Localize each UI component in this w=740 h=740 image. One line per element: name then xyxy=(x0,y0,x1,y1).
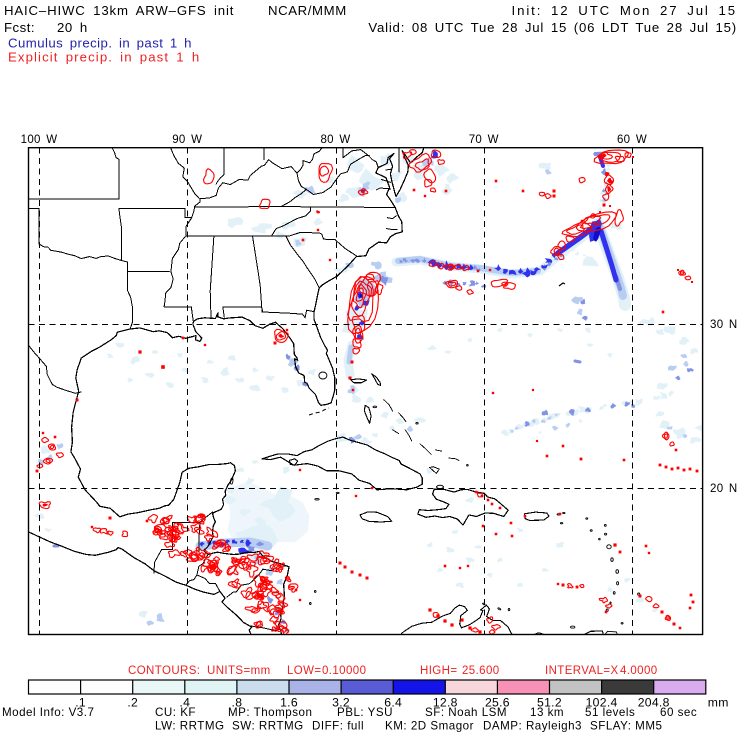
svg-text:4.0000: 4.0000 xyxy=(620,665,658,677)
svg-text:.8: .8 xyxy=(232,696,243,710)
svg-text:NCAR/MMM: NCAR/MMM xyxy=(268,3,347,18)
svg-text:Init: 12 UTC Mon 27 Jul 15: Init: 12 UTC Mon 27 Jul 15 xyxy=(512,3,737,18)
svg-text:CU: KF: CU: KF xyxy=(155,706,196,719)
svg-text:UNITS=mm: UNITS=mm xyxy=(207,665,271,677)
svg-text:80 W: 80 W xyxy=(320,134,350,146)
svg-text:30 N: 30 N xyxy=(710,319,738,331)
svg-text:70 W: 70 W xyxy=(469,134,499,146)
svg-text:LOW=: LOW= xyxy=(287,665,322,677)
svg-text:Model Info: V3.7: Model Info: V3.7 xyxy=(2,706,94,719)
svg-text:3.2: 3.2 xyxy=(332,696,350,710)
svg-text:DAMP: Rayleigh3: DAMP: Rayleigh3 xyxy=(483,720,582,733)
svg-text:20 h: 20 h xyxy=(57,20,88,35)
svg-text:.1: .1 xyxy=(75,696,86,710)
svg-text:102.4: 102.4 xyxy=(586,696,618,710)
svg-text:51 levels: 51 levels xyxy=(585,706,635,719)
svg-text:.4: .4 xyxy=(179,696,190,710)
svg-text:1.6: 1.6 xyxy=(280,696,298,710)
svg-text:MP: Thompson: MP: Thompson xyxy=(228,706,312,719)
svg-text:Cumulus precip. in past 1 h: Cumulus precip. in past 1 h xyxy=(8,36,192,51)
svg-text:51.2: 51.2 xyxy=(537,696,562,710)
svg-text:6.4: 6.4 xyxy=(384,696,402,710)
svg-text:100 W: 100 W xyxy=(21,134,58,146)
svg-text:20 N: 20 N xyxy=(710,483,738,495)
svg-text:60 sec: 60 sec xyxy=(660,706,697,719)
svg-text:CONTOURS:: CONTOURS: xyxy=(128,665,200,677)
svg-text:Fcst:: Fcst: xyxy=(4,20,35,35)
svg-text:LW: RRTMG: LW: RRTMG xyxy=(155,720,225,733)
svg-text:mm: mm xyxy=(708,696,729,710)
svg-text:25.600: 25.600 xyxy=(462,665,500,677)
svg-text:SFLAY: MM5: SFLAY: MM5 xyxy=(590,720,662,733)
svg-text:PBL: YSU: PBL: YSU xyxy=(337,706,393,719)
svg-text:13 km: 13 km xyxy=(530,706,564,719)
svg-text:12.8: 12.8 xyxy=(433,696,458,710)
svg-text:HIGH=: HIGH= xyxy=(420,665,457,677)
svg-text:INTERVAL=X: INTERVAL=X xyxy=(545,665,619,677)
svg-text:25.6: 25.6 xyxy=(485,696,510,710)
svg-text:0.10000: 0.10000 xyxy=(322,665,366,677)
svg-text:DIFF: full: DIFF: full xyxy=(312,720,364,733)
svg-text:SF: Noah LSM: SF: Noah LSM xyxy=(425,706,507,719)
svg-text:90 W: 90 W xyxy=(172,134,202,146)
svg-text:Explicit precip. in past 1 h: Explicit precip. in past 1 h xyxy=(8,50,200,65)
svg-text:KM: 2D Smagor: KM: 2D Smagor xyxy=(385,720,474,733)
svg-text:204.8: 204.8 xyxy=(638,696,670,710)
svg-text:60 W: 60 W xyxy=(617,134,647,146)
svg-text:.2: .2 xyxy=(127,696,138,710)
svg-text:Valid: 08 UTC Tue 28 Jul 15 (0: Valid: 08 UTC Tue 28 Jul 15 (06 LDT Tue … xyxy=(368,20,737,35)
svg-text:HAIC–HIWC 13km ARW–GFS init: HAIC–HIWC 13km ARW–GFS init xyxy=(4,3,234,18)
svg-text:SW: RRTMG: SW: RRTMG xyxy=(232,720,304,733)
